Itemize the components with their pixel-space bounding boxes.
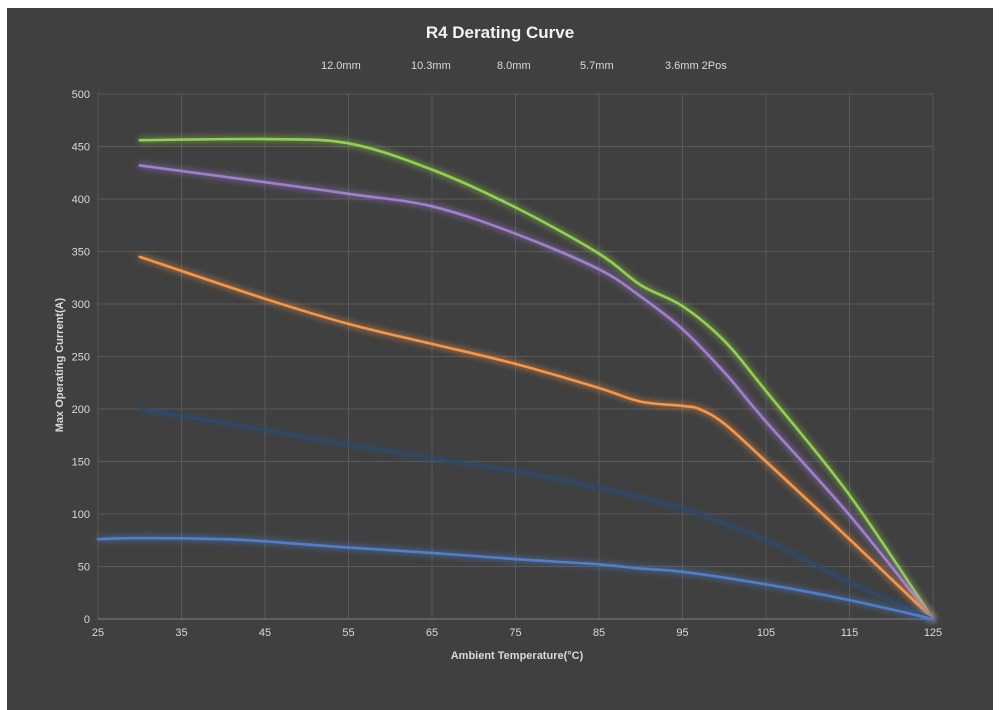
- derating-chart: R4 Derating Curve 12.0mm 10.3mm 8.0mm 5.7mm…: [54, 23, 942, 662]
- legend: 12.0mm 10.3mm 8.0mm 5.7mm 3.6mm 2Pos: [293, 60, 727, 72]
- x-tick-label: 85: [593, 627, 605, 639]
- x-tick-label: 75: [509, 627, 521, 639]
- y-tick-label: 100: [72, 509, 90, 521]
- legend-label: 5.7mm: [580, 60, 614, 72]
- y-tick-label: 200: [72, 404, 90, 416]
- y-axis-ticks: 0 50 100 150 200 250 300 350 400 450 500: [72, 89, 90, 626]
- x-tick-label: 125: [924, 627, 942, 639]
- y-tick-label: 400: [72, 194, 90, 206]
- x-tick-label: 115: [841, 627, 859, 639]
- x-tick-label: 55: [342, 627, 354, 639]
- legend-label: 12.0mm: [321, 60, 361, 72]
- series-line-4: [96, 536, 935, 621]
- legend-label: 10.3mm: [411, 60, 451, 72]
- chart-title: R4 Derating Curve: [426, 23, 574, 42]
- y-tick-label: 0: [84, 614, 90, 626]
- x-axis-title: Ambient Temperature(°C): [451, 650, 584, 662]
- legend-label: 3.6mm 2Pos: [665, 60, 727, 72]
- series-line-1: [138, 164, 935, 621]
- y-tick-label: 450: [72, 142, 90, 154]
- series-lines: [96, 137, 935, 621]
- x-tick-label: 65: [426, 627, 438, 639]
- x-tick-label: 45: [259, 627, 271, 639]
- y-tick-label: 250: [72, 352, 90, 364]
- y-tick-label: 50: [78, 562, 90, 574]
- y-tick-label: 350: [72, 247, 90, 259]
- x-axis-ticks: 25 35 45 55 65 75 85 95 105 115 125: [92, 627, 942, 639]
- legend-label: 8.0mm: [497, 60, 531, 72]
- series-line-0: [138, 137, 935, 621]
- chart-area: R4 Derating Curve 12.0mm 10.3mm 8.0mm 5.7mm…: [7, 8, 993, 710]
- x-tick-label: 95: [676, 627, 688, 639]
- gridlines: [97, 93, 934, 620]
- x-tick-label: 35: [175, 627, 187, 639]
- x-tick-label: 25: [92, 627, 104, 639]
- x-tick-label: 105: [757, 627, 775, 639]
- y-tick-label: 500: [72, 89, 90, 101]
- series-line-3: [138, 407, 935, 621]
- y-tick-label: 300: [72, 299, 90, 311]
- series-line-2: [138, 255, 935, 621]
- y-axis-title: Max Operating Current(A): [54, 297, 66, 432]
- y-tick-label: 150: [72, 457, 90, 469]
